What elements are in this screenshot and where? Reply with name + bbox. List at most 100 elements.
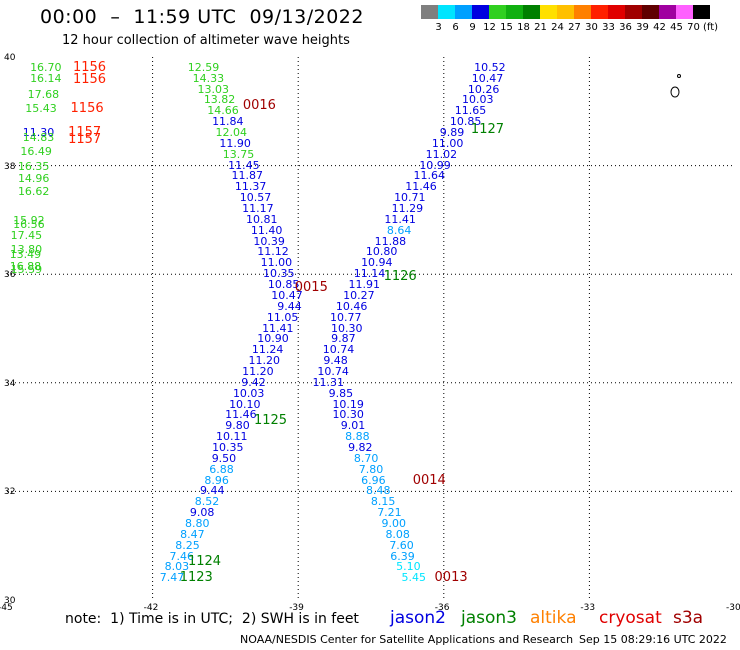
pass-time-label: 1124 — [187, 553, 222, 569]
wave-height-label: 11.37 — [234, 180, 267, 194]
wave-height-label: 11.30 — [22, 126, 55, 140]
wave-height-label: 8.08 — [385, 527, 410, 541]
wave-height-label: 9.87 — [331, 332, 356, 346]
wave-height-label: 8.96 — [204, 473, 229, 487]
scale-label: 39 — [636, 22, 649, 33]
wave-height-label: 17.45 — [10, 229, 43, 243]
wave-height-label: 11.46 — [405, 180, 437, 194]
wave-height-label: 16.70 — [30, 60, 62, 74]
wave-height-label: 10.90 — [257, 332, 289, 346]
scale-label: 6 — [452, 22, 459, 33]
lon-tick-label: -33 — [580, 603, 596, 613]
wave-height-label: 11.20 — [248, 354, 280, 368]
wave-height-label: 9.44 — [200, 484, 225, 498]
wave-height-label: 5.45 — [401, 571, 426, 585]
wave-height-label: 6.39 — [390, 549, 415, 563]
wave-height-label: 10.30 — [332, 408, 364, 422]
scale-swatch — [540, 5, 557, 19]
scale-label: 27 — [568, 22, 581, 33]
wave-height-label: 10.94 — [361, 256, 393, 270]
wave-height-label: 7.80 — [358, 462, 384, 476]
page-title: 00:00 – 11:59 UTC 09/13/2022 — [40, 6, 364, 28]
satellite-cryosat: cryosat — [599, 608, 662, 628]
wave-height-label: 5.10 — [396, 560, 421, 574]
wave-height-label: 6.96 — [361, 473, 386, 487]
wave-height-label: 11.20 — [242, 364, 274, 378]
wave-height-label: 9.00 — [381, 516, 407, 530]
scale-label: 36 — [619, 22, 632, 33]
wave-height-label: 11.29 — [391, 202, 424, 216]
wave-height-label: 16.14 — [30, 71, 62, 85]
wave-height-label: 11.31 — [312, 375, 345, 389]
wave-height-label: 13.82 — [203, 93, 236, 107]
wave-height-label: 11.05 — [266, 310, 299, 324]
wave-height-label: 10.47 — [471, 71, 504, 85]
wave-height-label: 10.74 — [322, 343, 355, 357]
wave-height-label: 9.85 — [328, 386, 354, 400]
scale-label: 9 — [469, 22, 476, 33]
wave-height-label: 8.64 — [386, 223, 412, 237]
wave-height-label: 11.41 — [262, 321, 294, 335]
wave-height-label: 11.88 — [374, 234, 407, 248]
wave-height-label: 14.96 — [17, 172, 50, 186]
wave-height-label: 13.75 — [222, 147, 255, 161]
wave-height-label: 11.24 — [251, 343, 284, 357]
scale-label: 30 — [585, 22, 598, 33]
wave-height-label: 11.14 — [353, 267, 386, 281]
scale-label: 45 — [670, 22, 683, 33]
wave-height-label: 11.45 — [228, 158, 260, 172]
wave-height-label: 10.10 — [229, 397, 261, 411]
wave-height-label: 7.21 — [377, 506, 402, 520]
wave-height-label: 11.91 — [348, 278, 380, 292]
wave-height-label: 16.88 — [9, 260, 42, 274]
wave-height-label: 11.46 — [225, 408, 257, 422]
pass-time-label: 0016 — [242, 97, 276, 113]
wave-height-label: 11.84 — [212, 115, 244, 129]
wave-height-label: 9.08 — [189, 506, 215, 520]
satellite-s3a: s3a — [673, 608, 704, 628]
wave-height-label: 11.00 — [260, 256, 293, 270]
pass-time-label: 1157 — [68, 125, 102, 141]
wave-height-label: 10.85 — [449, 115, 482, 129]
wave-height-label: 11.64 — [413, 169, 445, 183]
scale-swatch — [693, 5, 710, 19]
scale-swatch — [574, 5, 591, 19]
satellite-jason3: jason3 — [461, 608, 517, 628]
wave-height-label: 9.89 — [439, 126, 465, 140]
wave-height-label: 10.85 — [267, 278, 300, 292]
lat-tick-label: 36 — [4, 270, 16, 281]
wave-height-label: 13.49 — [9, 248, 42, 262]
wave-height-label: 8.25 — [175, 538, 200, 552]
island-outline — [670, 86, 680, 98]
wave-height-label: 10.81 — [246, 212, 278, 226]
scale-label: (ft) — [702, 22, 719, 33]
wave-height-label: 10.57 — [239, 191, 272, 205]
lon-tick-label: -45 — [0, 603, 13, 613]
wave-height-label: 12.04 — [215, 126, 247, 140]
wave-height-label: 9.01 — [340, 419, 366, 433]
credit-text: NOAA/NESDIS Center for Satellite Applica… — [240, 633, 574, 646]
wave-height-label: 8.48 — [366, 484, 391, 498]
pass-time-label: 1127 — [470, 122, 505, 138]
wave-height-label: 10.99 — [419, 158, 451, 172]
lat-tick-label: 38 — [4, 161, 16, 172]
wave-height-label: 10.26 — [467, 82, 500, 96]
pass-time-label: 1157 — [68, 131, 102, 147]
scale-swatch — [523, 5, 540, 19]
wave-height-label: 13.03 — [197, 82, 230, 96]
wave-height-label: 10.52 — [474, 60, 506, 74]
scale-swatch — [421, 5, 438, 19]
wave-height-label: 17.68 — [27, 88, 60, 101]
scale-label: 3 — [435, 22, 442, 33]
pass-time-label: 0015 — [294, 279, 328, 295]
scale-swatch — [438, 5, 455, 19]
scale-swatch — [625, 5, 642, 19]
wave-height-label: 14.66 — [207, 104, 239, 118]
wave-height-label: 10.47 — [271, 288, 303, 302]
wave-height-label: 9.44 — [277, 299, 302, 313]
pass-time-label: 1126 — [383, 268, 417, 284]
wave-height-label: 10.39 — [253, 234, 285, 248]
pass-time-label: 1156 — [70, 100, 104, 116]
wave-height-label: 10.03 — [462, 93, 494, 107]
